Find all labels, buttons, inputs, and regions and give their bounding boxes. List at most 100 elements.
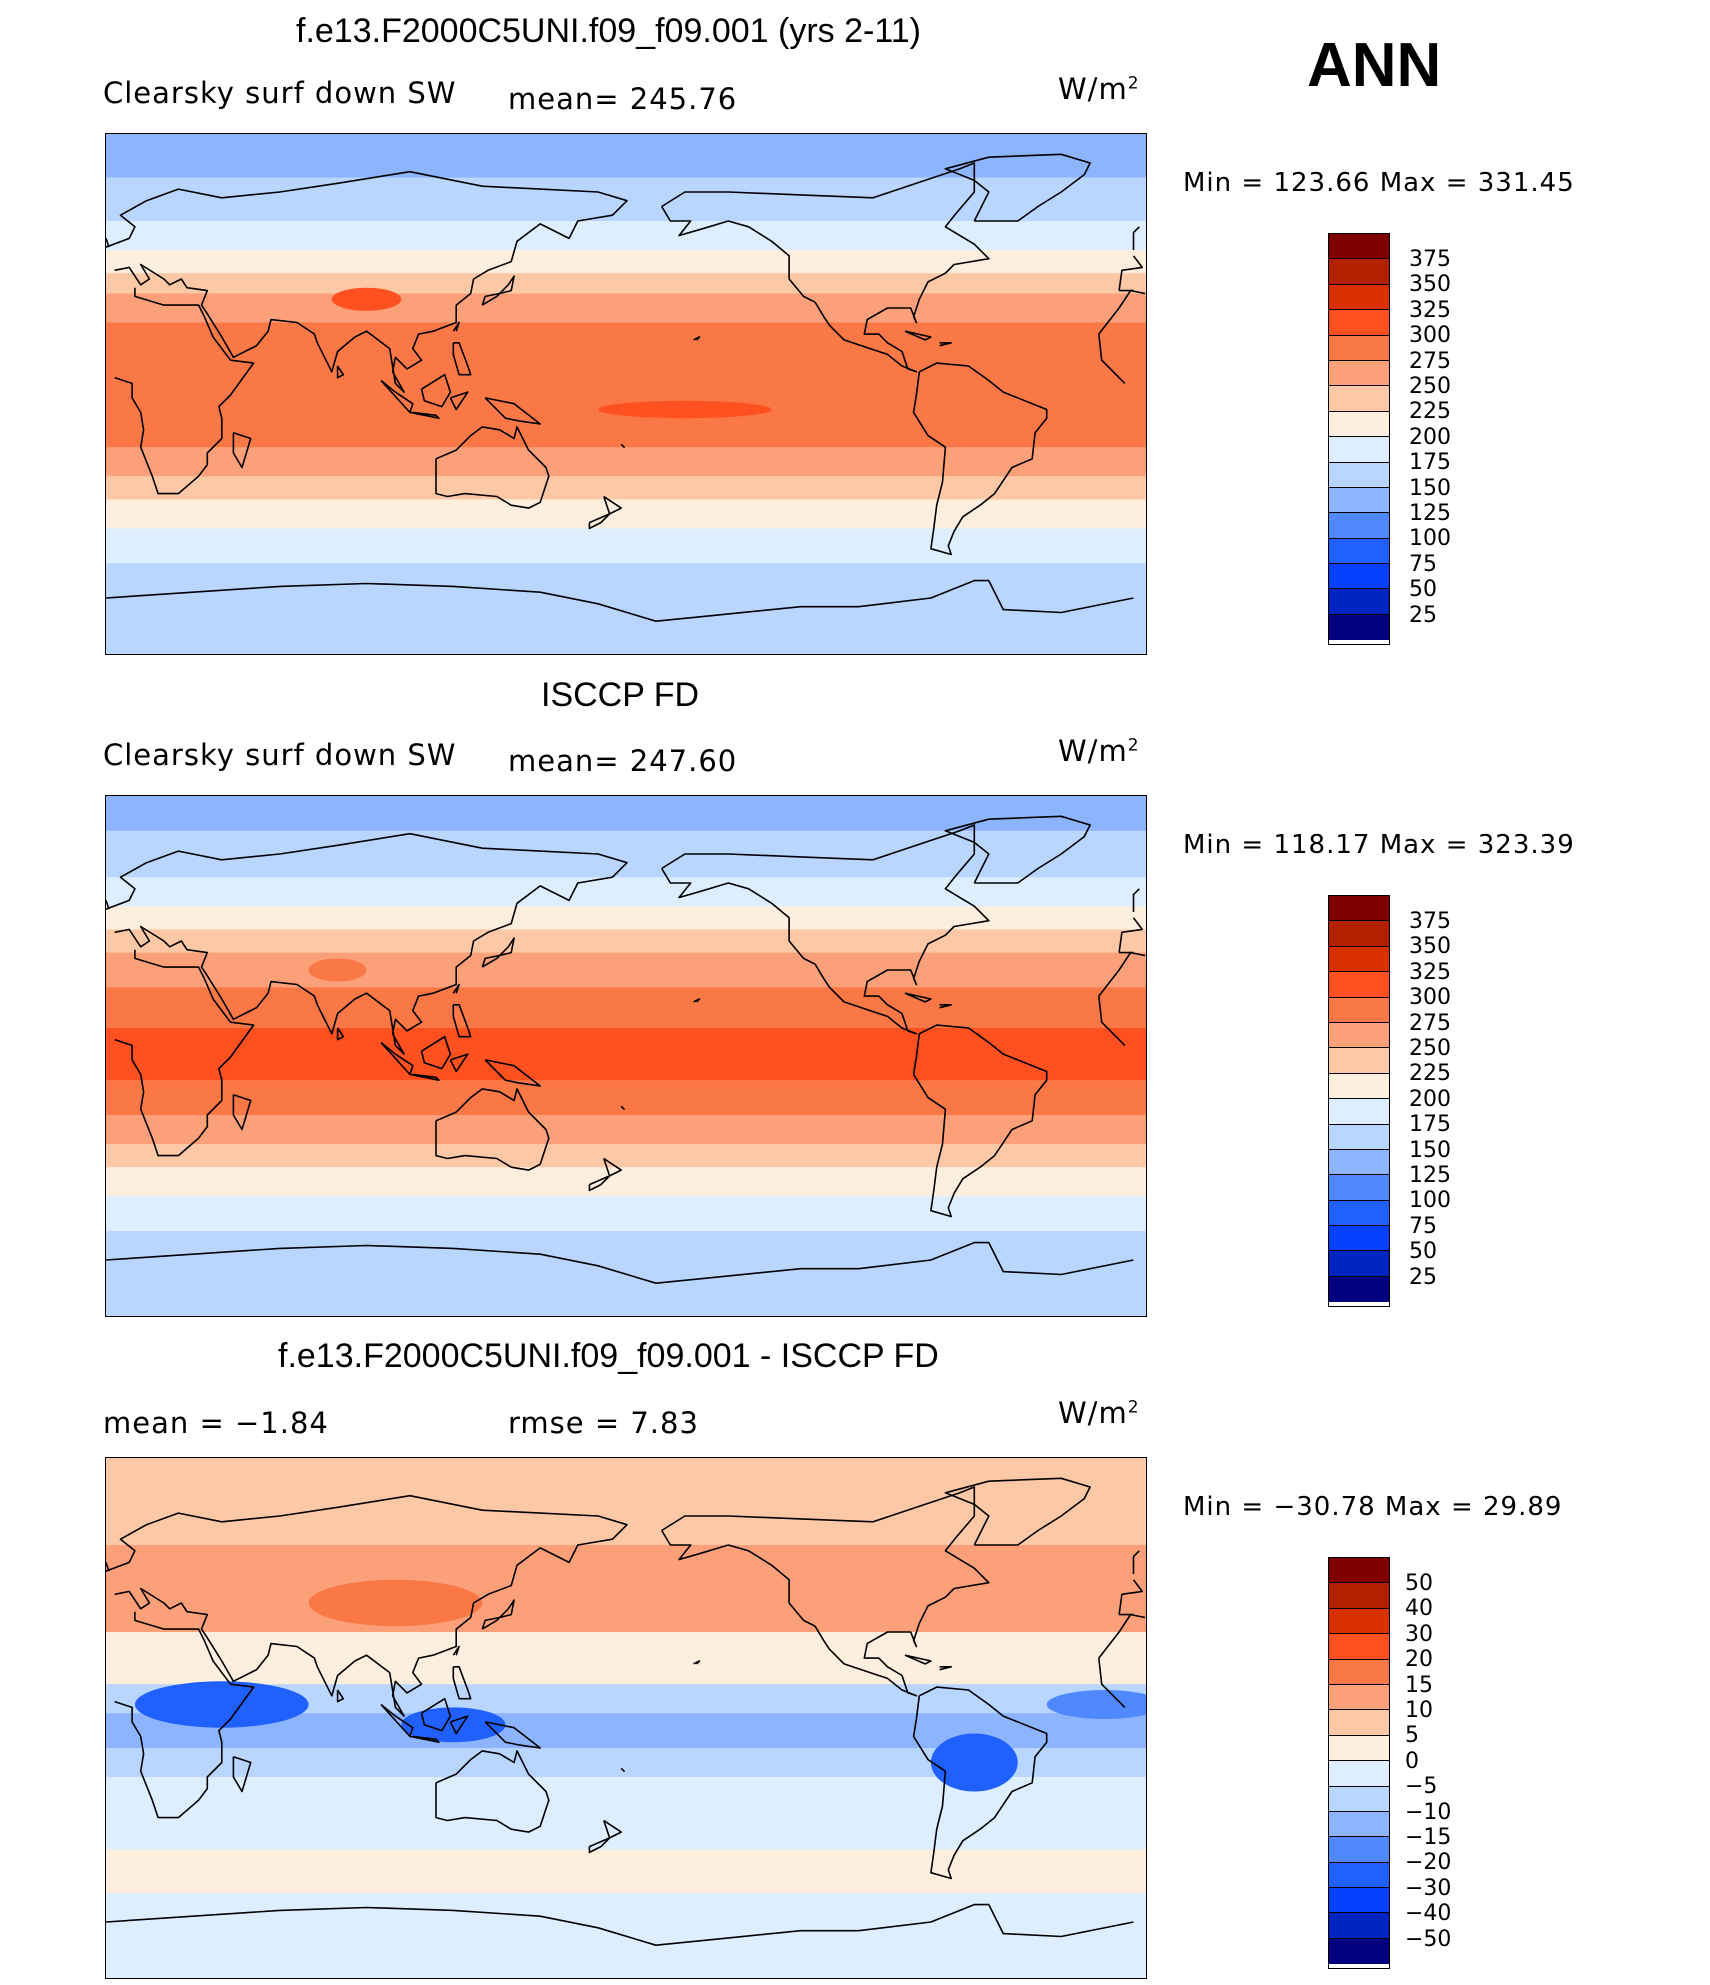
coastline xyxy=(484,1059,541,1087)
panel-1-mean: mean= 245.76 xyxy=(508,82,738,116)
coastline xyxy=(106,1550,1140,1574)
colorbar-level-label: 50 xyxy=(1405,1571,1433,1596)
coastline xyxy=(939,1004,952,1009)
panel-1-minmax: Min = 123.66 Max = 331.45 xyxy=(1183,168,1575,198)
coastline xyxy=(588,513,611,530)
colorbar-level-label: 15 xyxy=(1405,1672,1433,1698)
coastline xyxy=(420,1697,452,1732)
colorbar-level-label: 150 xyxy=(1409,475,1451,501)
colorbar-swatch xyxy=(1329,437,1389,463)
coastline xyxy=(693,998,701,1003)
panel-3-mean: mean = −1.84 xyxy=(103,1406,329,1440)
contour-band xyxy=(106,1115,1146,1145)
colorbar-swatch xyxy=(1329,1888,1389,1914)
colorbar-level-label: 75 xyxy=(1409,1213,1437,1239)
colorbar-level-label: 325 xyxy=(1409,959,1451,985)
contour-feature xyxy=(134,1681,309,1728)
colorbar-swatch xyxy=(1329,1710,1389,1736)
coastline xyxy=(904,1654,932,1665)
coastline xyxy=(944,1477,1091,1546)
colorbar-swatch xyxy=(1329,1251,1389,1277)
coastline xyxy=(435,1750,550,1833)
coastline xyxy=(484,397,541,425)
map-canvas xyxy=(106,134,1146,654)
coastline xyxy=(232,1755,252,1793)
coastline xyxy=(452,1666,472,1700)
panel-3-units: W/m2 xyxy=(1058,1396,1140,1430)
panel-3-colorbar xyxy=(1328,1557,1390,1969)
coastline xyxy=(620,1767,625,1772)
panel-3-title: f.e13.F2000C5UNI.f09_f09.001 - ISCCP FD xyxy=(278,1337,939,1375)
coastline xyxy=(336,365,345,379)
colorbar-swatch xyxy=(1329,411,1389,438)
colorbar-level-label: 10 xyxy=(1405,1698,1433,1723)
panel-3-minmax: Min = −30.78 Max = 29.89 xyxy=(1183,1492,1563,1522)
contour-band xyxy=(106,877,1146,907)
colorbar-swatch xyxy=(1329,972,1389,998)
colorbar-swatch xyxy=(1329,1200,1389,1227)
panel-2-title: ISCCP FD xyxy=(541,676,700,714)
map-canvas xyxy=(106,796,1146,1316)
coastline xyxy=(452,1645,460,1656)
coastline xyxy=(588,1175,611,1192)
colorbar-level-label: 50 xyxy=(1409,1239,1437,1265)
colorbar-level-label: 325 xyxy=(1409,297,1451,323)
colorbar-swatch xyxy=(1329,1048,1389,1074)
colorbar-level-label: −30 xyxy=(1405,1875,1452,1901)
colorbar-level-label: 250 xyxy=(1409,374,1451,399)
coastline xyxy=(409,1735,440,1743)
coastline xyxy=(449,1053,469,1073)
colorbar-level-label: 0 xyxy=(1405,1748,1419,1774)
coastline xyxy=(603,1819,622,1839)
coastline xyxy=(114,949,1146,1157)
colorbar-swatch xyxy=(1329,1226,1389,1252)
colorbar-level-label: −15 xyxy=(1405,1825,1452,1850)
panel-2-minmax: Min = 118.17 Max = 323.39 xyxy=(1183,830,1575,860)
coastline xyxy=(939,1666,952,1671)
coastline xyxy=(944,815,1091,884)
contour-band xyxy=(106,528,1146,564)
panel-2-mean: mean= 247.60 xyxy=(508,744,738,778)
colorbar-level-label: 375 xyxy=(1409,909,1451,934)
coastline xyxy=(380,1041,414,1076)
panel-2-variable: Clearsky surf down SW xyxy=(103,738,457,772)
colorbar-swatch xyxy=(1329,1124,1389,1150)
colorbar-level-label: 150 xyxy=(1409,1137,1451,1163)
coastline xyxy=(449,1715,469,1735)
colorbar-swatch xyxy=(1329,513,1389,539)
colorbar-swatch xyxy=(1329,386,1389,412)
colorbar-level-label: 250 xyxy=(1409,1036,1451,1061)
contour-feature xyxy=(331,287,402,311)
colorbar-swatch xyxy=(1329,1608,1389,1635)
coastline xyxy=(114,1611,1146,1819)
coastline xyxy=(336,1689,345,1703)
colorbar-swatch xyxy=(1329,1175,1389,1201)
coastline xyxy=(409,411,440,419)
coastline xyxy=(452,983,460,994)
contour-feature xyxy=(308,958,367,982)
colorbar-swatch xyxy=(1329,997,1389,1023)
colorbar-swatch xyxy=(1329,310,1389,336)
colorbar-level-label: 20 xyxy=(1405,1647,1433,1673)
colorbar-swatch xyxy=(1329,1811,1389,1838)
coastline xyxy=(912,362,1048,556)
coastline xyxy=(620,1105,625,1110)
contour-band xyxy=(106,1849,1146,1894)
coastline xyxy=(449,391,469,411)
contour-band xyxy=(106,293,1146,323)
coastline xyxy=(603,495,622,515)
coastline xyxy=(420,1035,452,1070)
coastline xyxy=(661,162,990,373)
coastline xyxy=(452,1004,472,1038)
contour-band xyxy=(106,1167,1146,1197)
coastline xyxy=(912,1024,1048,1218)
colorbar-level-label: 125 xyxy=(1409,501,1451,526)
contour-band xyxy=(106,134,1146,178)
colorbar-level-label: 275 xyxy=(1409,1010,1451,1036)
contour-band xyxy=(106,1458,1146,1546)
contour-band xyxy=(106,1632,1146,1685)
coastline xyxy=(232,1093,252,1131)
coastline xyxy=(435,426,550,509)
colorbar-level-label: 200 xyxy=(1409,1086,1451,1112)
colorbar-swatch xyxy=(1329,1786,1389,1812)
